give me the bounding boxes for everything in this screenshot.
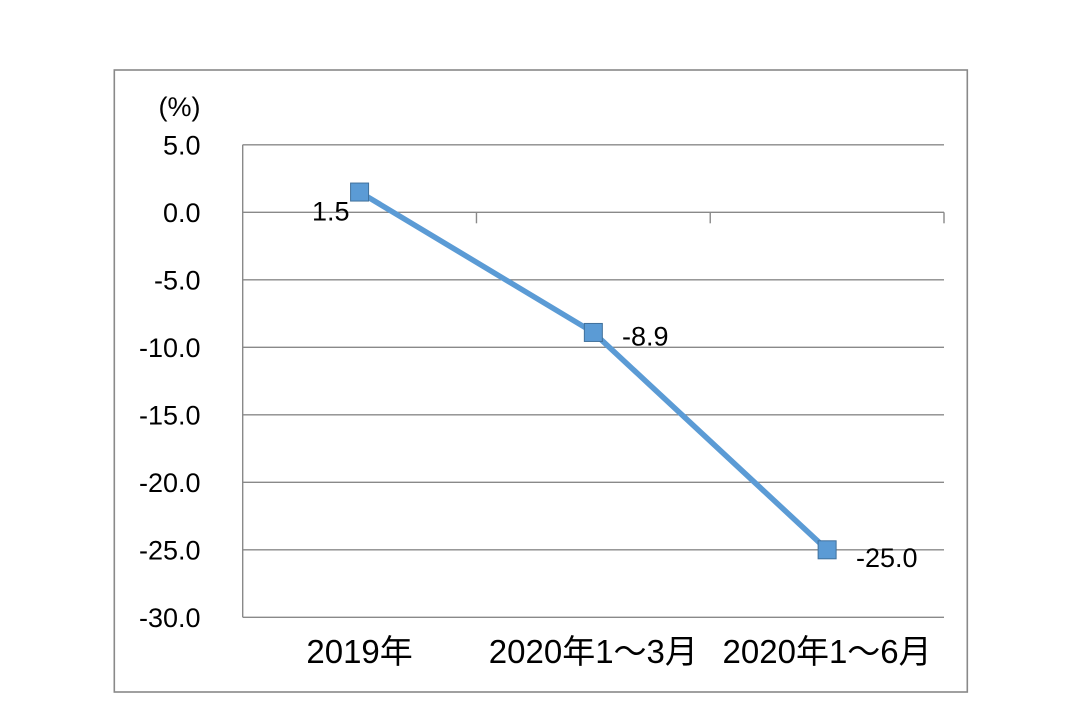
svg-text:-20.0: -20.0	[139, 468, 201, 498]
svg-text:0.0: 0.0	[163, 198, 201, 228]
svg-text:2020年1～3月: 2020年1～3月	[489, 633, 698, 670]
svg-text:-5.0: -5.0	[154, 266, 201, 296]
svg-text:-25.0: -25.0	[856, 543, 918, 573]
svg-text:(%): (%)	[159, 92, 201, 122]
svg-text:2020年1～6月: 2020年1～6月	[723, 633, 932, 670]
svg-text:-30.0: -30.0	[139, 603, 201, 633]
svg-text:-10.0: -10.0	[139, 333, 201, 363]
svg-text:2019年: 2019年	[306, 633, 412, 670]
svg-text:-25.0: -25.0	[139, 536, 201, 566]
svg-text:-8.9: -8.9	[622, 322, 669, 352]
svg-text:1.5: 1.5	[312, 197, 350, 227]
svg-text:-15.0: -15.0	[139, 401, 201, 431]
svg-text:5.0: 5.0	[163, 131, 201, 161]
